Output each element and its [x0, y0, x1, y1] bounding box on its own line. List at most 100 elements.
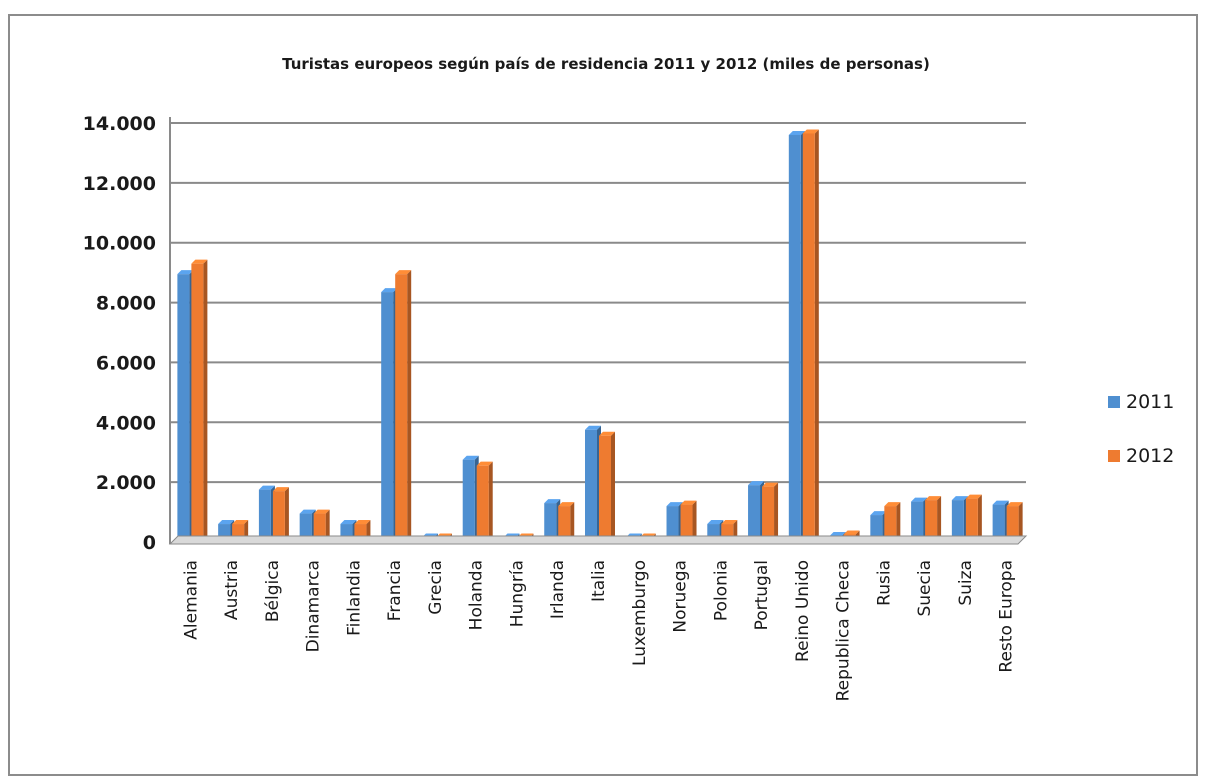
y-tick-label: 14.000	[83, 113, 156, 135]
bar-front	[870, 515, 883, 542]
bar	[585, 425, 601, 542]
bar	[680, 500, 697, 542]
y-tick-label: 2.000	[96, 472, 156, 494]
bar-side	[977, 494, 982, 542]
bar-top	[599, 431, 615, 436]
x-tick-label: Reino Unido	[793, 560, 813, 662]
bar-top	[462, 455, 479, 460]
bar-front	[544, 503, 557, 542]
bar	[395, 270, 412, 542]
x-tick-label: Resto Europa	[997, 560, 1017, 673]
bar-front	[925, 500, 938, 542]
x-tick-label: Noruega	[671, 560, 691, 633]
bar	[462, 455, 479, 542]
legend: 2011 2012	[1108, 391, 1174, 467]
bar-side	[814, 129, 819, 542]
bar-front	[599, 435, 611, 542]
bar	[951, 496, 968, 542]
bar	[1006, 502, 1023, 542]
bar-front	[476, 465, 489, 542]
bar	[272, 487, 289, 542]
bar-top	[721, 520, 738, 525]
bar-top	[258, 485, 275, 490]
bar-top	[558, 502, 575, 507]
bar-top	[911, 497, 928, 502]
bar-top	[340, 520, 357, 525]
axes: 0 2.000 4.000 6.000 8.000 10.000 12.000 14.000 A…	[83, 113, 1028, 701]
bar-front	[762, 486, 775, 542]
bar-front	[748, 485, 761, 542]
bar-front	[381, 292, 394, 542]
bar-side	[325, 509, 330, 542]
bar	[788, 130, 805, 542]
bar	[381, 288, 398, 542]
bar-front	[884, 506, 897, 542]
bar-top	[395, 270, 412, 275]
bar-chart: Turistas europeos según país de residenc…	[83, 55, 1175, 701]
x-tick-label: Suiza	[956, 560, 976, 606]
bar	[558, 502, 575, 542]
bar	[748, 481, 765, 542]
bar-side	[284, 487, 289, 542]
x-tick-label: Suecia	[915, 560, 935, 617]
x-tick-label: Holanda	[467, 560, 487, 630]
bar-front	[395, 274, 408, 542]
bar-top	[313, 509, 330, 514]
gridlines	[170, 122, 1026, 484]
bar-top	[299, 509, 316, 514]
bar-top	[951, 496, 968, 501]
legend-swatch	[1108, 396, 1120, 408]
bar-top	[354, 520, 371, 525]
bar-side	[407, 270, 412, 542]
chart-floor	[168, 535, 1028, 545]
bar-top	[965, 494, 982, 499]
bar-top	[272, 487, 289, 492]
y-tick-label: 0	[143, 532, 156, 554]
bar-top	[585, 425, 601, 430]
y-tick-label: 12.000	[83, 173, 156, 195]
x-tick-label: Alemania	[181, 560, 201, 640]
bar	[258, 485, 275, 542]
bar-front	[788, 134, 801, 542]
y-tick-label: 8.000	[96, 293, 156, 315]
bar-top	[884, 502, 901, 507]
chart-title: Turistas europeos según país de residenc…	[282, 55, 930, 73]
bar	[911, 497, 928, 542]
x-tick-label: Polonia	[711, 560, 731, 621]
bar-top	[544, 499, 561, 504]
bar	[313, 509, 330, 542]
bar-top	[870, 511, 887, 516]
bar-front	[258, 489, 271, 542]
bar-top	[232, 520, 249, 525]
bar-side	[488, 461, 493, 542]
bar-top	[218, 520, 235, 525]
bar-top	[829, 532, 846, 537]
bar-top	[992, 500, 1009, 505]
x-tick-label: Finlandia	[344, 560, 364, 636]
x-tick-label: Grecia	[426, 560, 446, 615]
bar	[802, 129, 819, 542]
bar-top	[762, 482, 779, 487]
bar-front	[965, 498, 978, 542]
bar-front	[951, 500, 964, 542]
bar-top	[843, 530, 860, 535]
x-tick-label: Italia	[589, 560, 609, 602]
bar-front	[911, 501, 924, 542]
y-tick-label: 4.000	[96, 412, 156, 434]
bar-front	[313, 513, 326, 542]
bar-side	[937, 496, 942, 542]
bar	[476, 461, 493, 542]
x-tick-label: Portugal	[752, 560, 772, 630]
bar-top	[666, 502, 683, 507]
x-tick-label: Republica Checa	[834, 560, 854, 701]
bar-front	[802, 133, 815, 542]
bar-side	[692, 500, 697, 542]
bar-side	[611, 431, 615, 542]
bar-side	[570, 502, 575, 542]
bar-top	[680, 500, 697, 505]
bar-top	[925, 496, 942, 501]
x-tick-label: Hungría	[507, 560, 527, 627]
bar-front	[299, 513, 312, 542]
x-tick-label: Luxemburgo	[630, 560, 650, 666]
bar	[177, 270, 194, 542]
